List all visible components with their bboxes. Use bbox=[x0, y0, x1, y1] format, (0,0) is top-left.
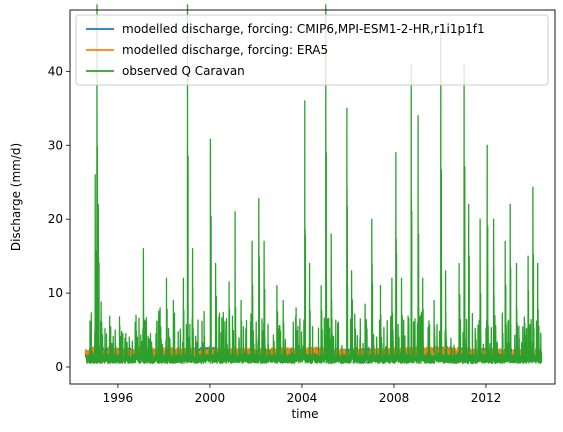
x-tick-label: 2004 bbox=[287, 391, 318, 405]
legend-label-cmip6: modelled discharge, forcing: CMIP6,MPI-E… bbox=[122, 22, 485, 36]
y-axis-label: Discharge (mm/d) bbox=[9, 143, 23, 251]
y-tick-label: 40 bbox=[48, 64, 63, 78]
x-tick-label: 1996 bbox=[103, 391, 134, 405]
y-tick-label: 30 bbox=[48, 138, 63, 152]
x-axis: 1996 2000 2004 2008 2012 bbox=[103, 384, 502, 405]
axes-frame bbox=[69, 9, 556, 385]
legend-box bbox=[75, 14, 549, 86]
series-line-observed bbox=[85, 4, 543, 364]
y-tick-label: 0 bbox=[55, 360, 63, 374]
x-tick-label: 2008 bbox=[379, 391, 410, 405]
legend: modelled discharge, forcing: CMIP6,MPI-E… bbox=[75, 14, 549, 86]
x-axis-label: time bbox=[291, 407, 318, 421]
y-tick-label: 10 bbox=[48, 286, 63, 300]
series-layer bbox=[84, 4, 543, 364]
legend-label-observed: observed Q Caravan bbox=[122, 64, 245, 78]
x-tick-label: 2012 bbox=[471, 391, 502, 405]
x-tick-label: 2000 bbox=[195, 391, 226, 405]
legend-label-era5: modelled discharge, forcing: ERA5 bbox=[122, 43, 328, 57]
y-tick-label: 20 bbox=[48, 212, 63, 226]
y-axis: 0 10 20 30 40 bbox=[48, 64, 70, 374]
